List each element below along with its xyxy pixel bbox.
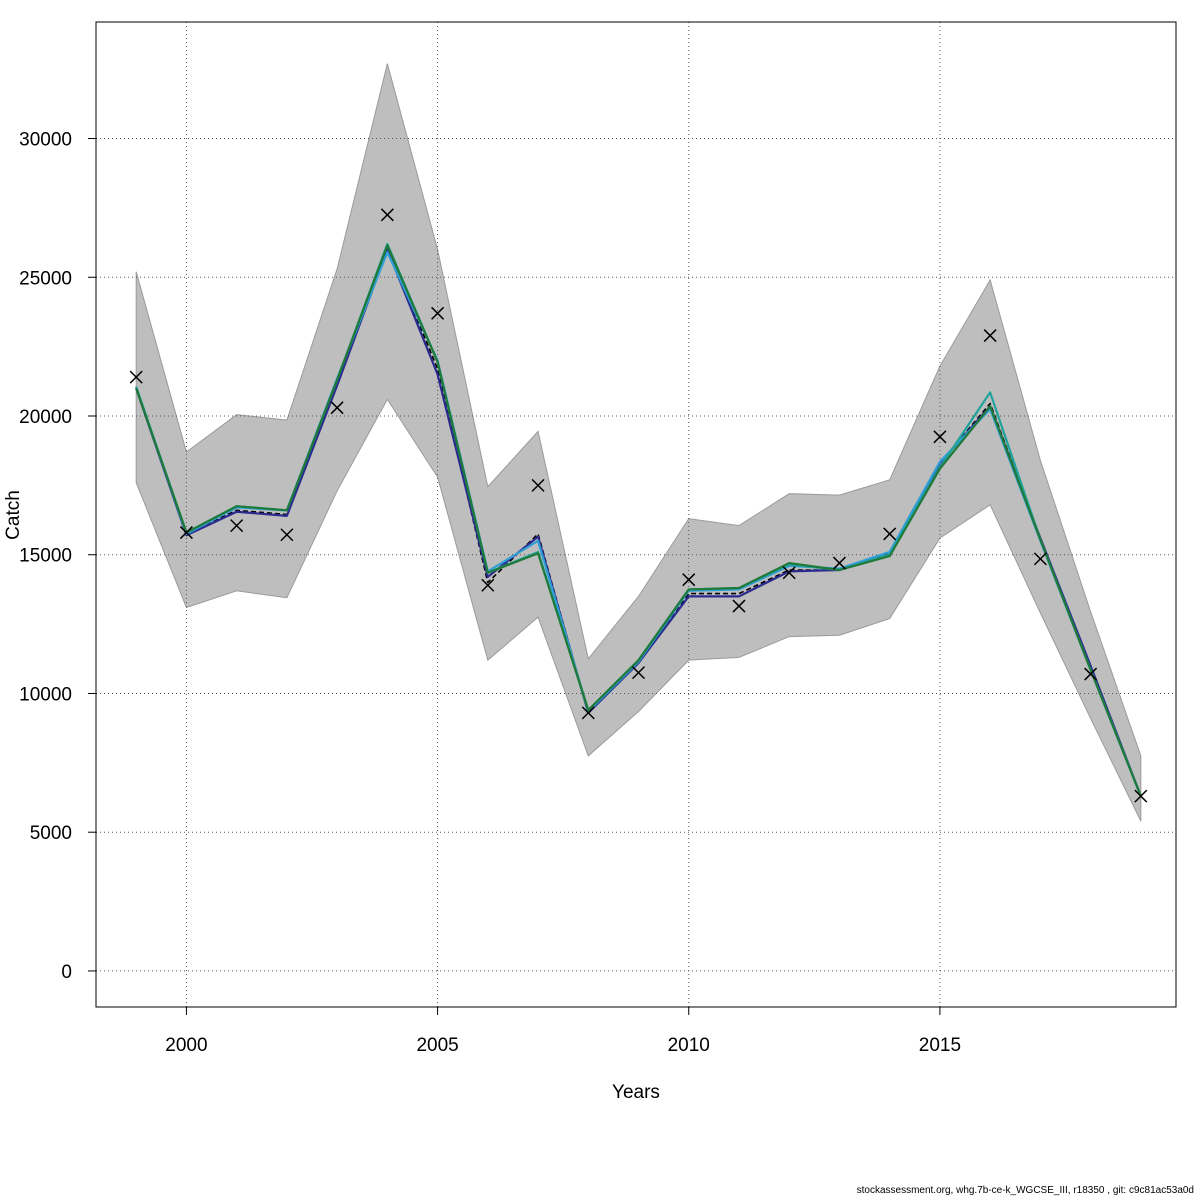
y-tick-label-0: 0 xyxy=(61,962,72,983)
observed-point-1999 xyxy=(129,370,143,384)
observed-point-2013 xyxy=(832,556,846,570)
observed-point-2017 xyxy=(1033,552,1047,566)
confidence-band xyxy=(135,63,1142,822)
y-axis: 0 5000 10000 15000 20000 25000 30000 xyxy=(19,130,96,983)
observed-point-2015 xyxy=(933,430,947,444)
series-layer xyxy=(135,242,1142,797)
observed-point-2018 xyxy=(1084,667,1098,681)
observed-point-2007 xyxy=(531,478,545,492)
x-tick-label-2000: 2000 xyxy=(165,1035,207,1056)
confidence-band-layer xyxy=(135,63,1142,822)
x-axis: 2000 2005 2010 2015 xyxy=(165,1007,961,1056)
plot-frame xyxy=(95,21,1177,1008)
x-axis-title: Years xyxy=(612,1082,660,1103)
footer-credit: stockassessment.org, whg.7b-ce-k_WGCSE_I… xyxy=(856,1185,1194,1196)
observed-point-2010 xyxy=(682,573,696,587)
x-tick-label-2010: 2010 xyxy=(668,1035,710,1056)
observed-point-2011 xyxy=(732,599,746,613)
observed-point-2016 xyxy=(983,329,997,343)
observed-points-layer xyxy=(129,208,1148,803)
y-tick-label-10000: 10000 xyxy=(19,684,72,705)
y-tick-label-30000: 30000 xyxy=(19,130,72,151)
series-line-5 xyxy=(135,244,1142,797)
observed-point-2002 xyxy=(280,528,294,542)
y-tick-label-20000: 20000 xyxy=(19,407,72,428)
observed-point-2004 xyxy=(380,208,394,222)
observed-point-2012 xyxy=(782,566,796,580)
y-tick-label-25000: 25000 xyxy=(19,268,72,289)
x-tick-label-2015: 2015 xyxy=(919,1035,961,1056)
y-tick-label-15000: 15000 xyxy=(19,546,72,567)
observed-point-2009 xyxy=(631,666,646,680)
observed-point-2014 xyxy=(883,527,897,541)
observed-point-2001 xyxy=(230,519,244,533)
observed-point-2019 xyxy=(1134,789,1148,803)
y-tick-label-5000: 5000 xyxy=(30,823,72,844)
grid-layer xyxy=(96,22,1176,1007)
observed-point-2008 xyxy=(581,706,595,720)
x-tick-label-2005: 2005 xyxy=(416,1035,458,1056)
observed-point-2005 xyxy=(431,306,445,320)
observed-point-2000 xyxy=(179,526,193,540)
observed-point-2006 xyxy=(481,578,495,592)
observed-point-2003 xyxy=(330,401,344,415)
y-axis-title: Catch xyxy=(3,490,24,540)
